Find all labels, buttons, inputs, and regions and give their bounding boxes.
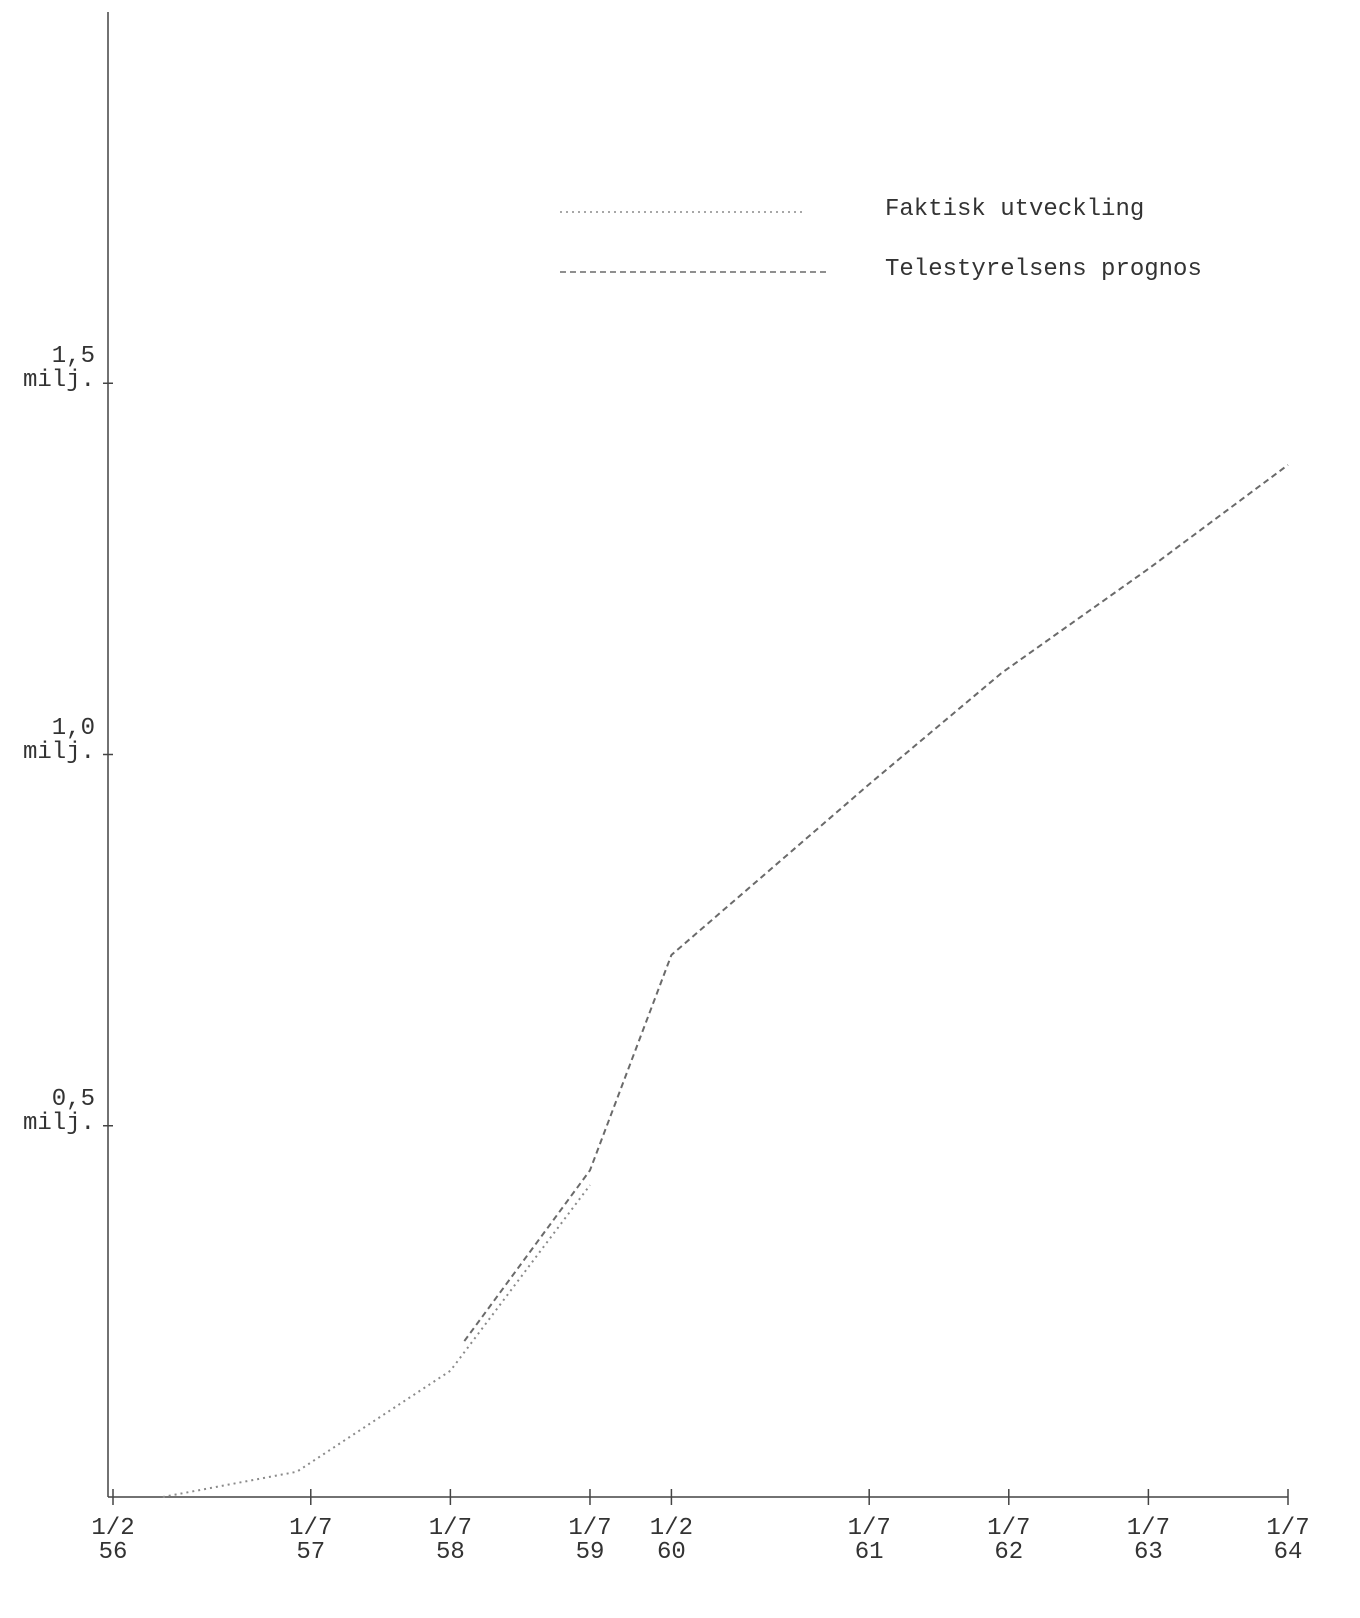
x-tick-label: 1/7 58 [428, 1515, 472, 1566]
x-tick-label: 1/7 59 [568, 1515, 612, 1566]
legend-label: Telestyrelsens prognos [885, 256, 1202, 283]
x-tick-label: 1/2 56 [91, 1515, 135, 1566]
series-line [162, 1184, 591, 1498]
legend-label: Faktisk utveckling [885, 196, 1145, 223]
y-tick-label: 1,0 milj. [22, 714, 95, 766]
x-tick-label: 1/7 61 [847, 1515, 891, 1566]
y-tick-label: 0,5 milj. [22, 1085, 95, 1137]
x-tick-label: 1/7 57 [289, 1515, 333, 1566]
x-tick-label: 1/7 62 [987, 1515, 1031, 1566]
series-line [463, 464, 1289, 1342]
x-tick-label: 1/7 64 [1266, 1515, 1310, 1566]
x-tick-label: 1/7 63 [1126, 1515, 1170, 1566]
y-tick-label: 1,5 milj. [22, 343, 95, 395]
x-tick-label: 1/2 60 [649, 1515, 694, 1566]
